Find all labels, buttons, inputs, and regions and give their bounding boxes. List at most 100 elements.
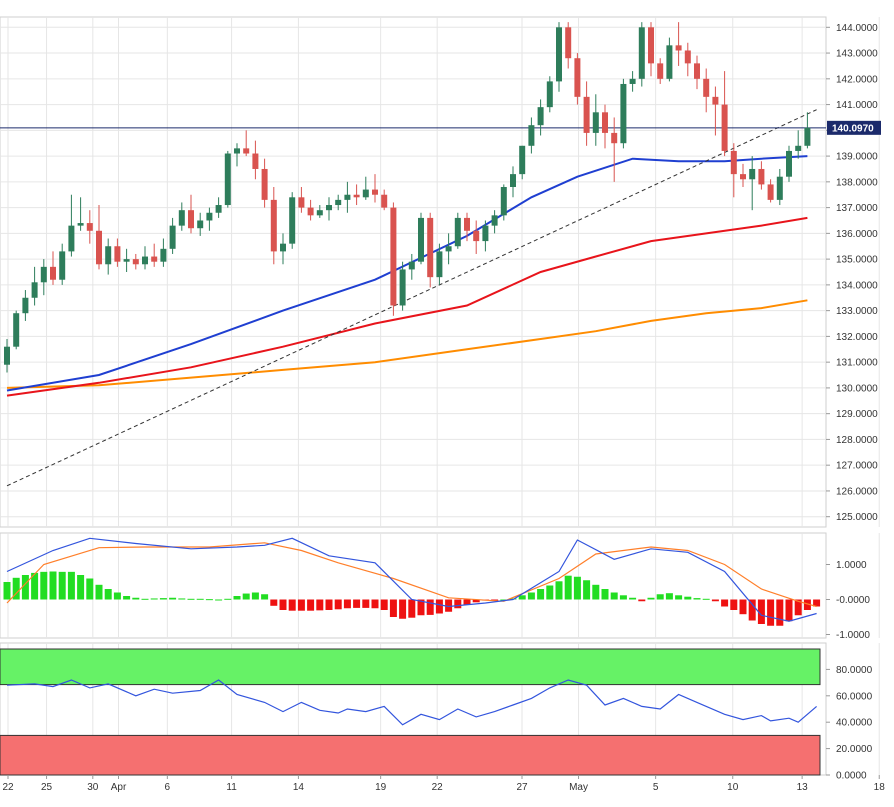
macd-histogram-bar	[785, 599, 793, 622]
candle-body	[473, 230, 480, 242]
macd-histogram-bar	[270, 599, 278, 606]
macd-histogram-bar	[601, 589, 609, 600]
candle-body	[77, 223, 84, 226]
x-tick-label: 10	[727, 782, 739, 793]
candle-body	[252, 153, 259, 169]
macd-histogram-bar	[445, 599, 453, 612]
candle-body	[399, 269, 406, 306]
macd-histogram-bar	[123, 596, 131, 600]
macd-histogram-bar	[58, 571, 66, 600]
candle-body	[703, 78, 710, 97]
macd-histogram-bar	[684, 596, 692, 600]
macd-histogram-bar	[693, 598, 701, 600]
macd-histogram-bar	[583, 580, 591, 600]
macd-line	[6, 537, 817, 622]
y-tick-label: 132.0000	[836, 332, 878, 343]
macd-histogram-bar	[564, 575, 572, 600]
macd-histogram-bar	[776, 599, 784, 626]
y-tick-label: 80.0000	[836, 665, 873, 676]
macd-histogram-bar	[675, 595, 683, 600]
macd-histogram-bar	[813, 599, 821, 607]
macd-histogram-bar	[380, 599, 388, 610]
candle-body	[362, 189, 369, 198]
macd-histogram-bar	[343, 599, 351, 609]
macd-histogram-bar	[757, 599, 765, 624]
x-tick-label: 11	[226, 782, 237, 793]
y-tick-label: 60.0000	[836, 691, 873, 702]
y-tick-label: 0.0000	[836, 771, 867, 782]
macd-histogram-bar	[730, 599, 738, 610]
macd-histogram-bar	[463, 599, 471, 605]
y-tick-label: 129.0000	[836, 409, 878, 420]
macd-histogram-bar	[592, 584, 600, 600]
y-tick-label: 1.0000	[836, 560, 867, 571]
x-tick-label: May	[569, 782, 588, 793]
candle-body	[344, 194, 351, 200]
macd-histogram-bar	[325, 599, 333, 610]
candle-body	[464, 217, 470, 231]
macd-histogram-bar	[573, 576, 581, 600]
macd-histogram-bar	[187, 598, 195, 600]
macd-histogram-bar	[537, 589, 545, 600]
candle-body	[335, 199, 342, 206]
candle-body	[795, 145, 802, 151]
macd-histogram-bar	[518, 595, 526, 600]
macd-histogram-bar	[610, 592, 618, 600]
candle-body	[215, 205, 222, 213]
macd-histogram-bar	[205, 599, 213, 601]
candle-body	[188, 210, 194, 229]
macd-histogram-bar	[803, 599, 811, 610]
candle-body	[270, 199, 277, 252]
candle-body	[556, 27, 562, 82]
oversold-zone	[0, 734, 821, 776]
macd-histogram-bar	[196, 598, 204, 600]
macd-histogram-bar	[3, 582, 11, 600]
macd-histogram-bar	[141, 598, 149, 600]
candle-body	[408, 261, 415, 270]
x-tick-label: 6	[165, 782, 171, 793]
candle-body	[602, 112, 608, 133]
macd-histogram-bar	[721, 599, 729, 607]
candle-body	[740, 174, 746, 180]
candle-body	[105, 246, 112, 265]
macd-histogram-bar	[739, 599, 747, 615]
macd-histogram-bar	[334, 599, 342, 610]
macd-histogram-bar	[638, 599, 646, 602]
candle-body	[114, 246, 121, 262]
sma-fast-line	[6, 155, 808, 392]
y-tick-label: -0.0000	[836, 595, 870, 606]
macd-histogram-bar	[399, 599, 407, 619]
macd-histogram-bar	[748, 599, 756, 621]
y-tick-label: 128.0000	[836, 435, 878, 446]
candle-body	[298, 197, 305, 208]
candle-body	[59, 251, 66, 280]
macd-histogram-bar	[251, 592, 259, 600]
candle-body	[13, 313, 20, 347]
macd-histogram-bar	[472, 599, 480, 603]
y-tick-label: 139.0000	[836, 152, 878, 163]
candle-body	[786, 150, 792, 177]
x-tick-label: 25	[41, 782, 53, 793]
macd-histogram-bar	[67, 571, 75, 600]
x-tick-label: 5	[653, 782, 659, 793]
macd-histogram-bar	[159, 598, 167, 600]
macd-histogram-bar	[233, 596, 241, 600]
y-tick-label: 134.0000	[836, 280, 878, 291]
macd-histogram-bar	[40, 571, 48, 600]
candle-body	[261, 168, 268, 200]
macd-histogram-bar	[12, 577, 20, 600]
y-tick-label: 138.0000	[836, 177, 878, 188]
candle-body	[776, 176, 783, 200]
trendline	[6, 109, 817, 487]
y-tick-label: 142.0000	[836, 74, 878, 85]
y-tick-label: -1.0000	[836, 630, 870, 641]
macd-histogram-bar	[711, 599, 719, 602]
macd-histogram-bar	[527, 592, 535, 600]
macd-histogram-bar	[104, 589, 112, 600]
y-tick-label: 144.0000	[836, 23, 878, 34]
x-tick-label: 19	[375, 782, 387, 793]
candle-body	[280, 243, 286, 252]
candle-body	[721, 104, 728, 151]
